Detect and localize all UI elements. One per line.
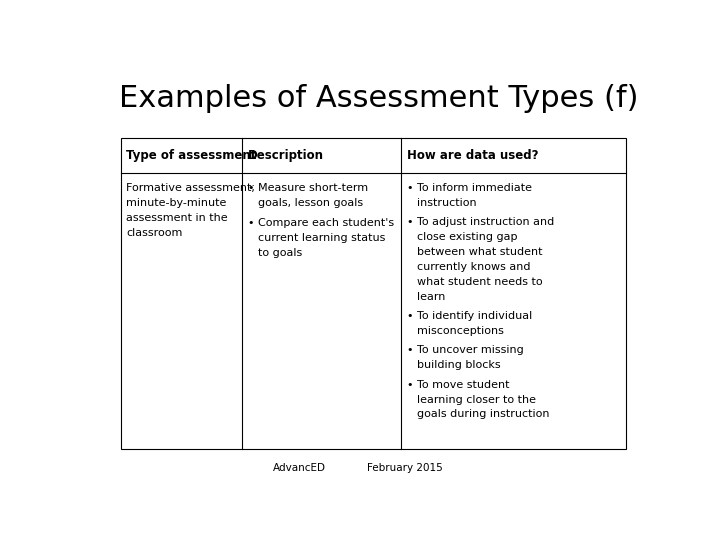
Text: building blocks: building blocks bbox=[417, 360, 500, 370]
Bar bbox=[121, 138, 626, 449]
Text: minute-by-minute: minute-by-minute bbox=[126, 198, 227, 208]
Text: •: • bbox=[407, 346, 413, 355]
Text: To adjust instruction and: To adjust instruction and bbox=[417, 218, 554, 227]
Text: •: • bbox=[407, 380, 413, 389]
Text: •: • bbox=[407, 312, 413, 321]
Text: •: • bbox=[407, 183, 413, 193]
Text: •: • bbox=[248, 183, 254, 193]
Text: goals, lesson goals: goals, lesson goals bbox=[258, 198, 363, 208]
Text: assessment in the: assessment in the bbox=[126, 213, 228, 223]
Text: misconceptions: misconceptions bbox=[417, 326, 503, 336]
Text: To inform immediate: To inform immediate bbox=[417, 183, 531, 193]
Text: •: • bbox=[407, 218, 413, 227]
Text: Type of assessment: Type of assessment bbox=[126, 148, 256, 162]
Text: Formative assessment;: Formative assessment; bbox=[126, 183, 256, 193]
Text: Compare each student's: Compare each student's bbox=[258, 218, 394, 228]
Text: AdvancED: AdvancED bbox=[273, 463, 325, 473]
Text: learn: learn bbox=[417, 292, 445, 302]
Text: to goals: to goals bbox=[258, 248, 302, 258]
Text: current learning status: current learning status bbox=[258, 233, 385, 243]
Text: classroom: classroom bbox=[126, 228, 183, 238]
Text: Measure short-term: Measure short-term bbox=[258, 183, 368, 193]
Text: To move student: To move student bbox=[417, 380, 509, 389]
Text: Description: Description bbox=[248, 148, 323, 162]
Text: •: • bbox=[248, 218, 254, 228]
Text: what student needs to: what student needs to bbox=[417, 277, 542, 287]
Text: February 2015: February 2015 bbox=[367, 463, 443, 473]
Text: To identify individual: To identify individual bbox=[417, 312, 532, 321]
Text: learning closer to the: learning closer to the bbox=[417, 395, 536, 404]
Text: instruction: instruction bbox=[417, 198, 476, 208]
Text: To uncover missing: To uncover missing bbox=[417, 346, 523, 355]
Text: How are data used?: How are data used? bbox=[407, 148, 538, 162]
Text: Examples of Assessment Types (f): Examples of Assessment Types (f) bbox=[119, 84, 639, 112]
Text: between what student: between what student bbox=[417, 247, 542, 258]
Text: close existing gap: close existing gap bbox=[417, 232, 517, 242]
Text: currently knows and: currently knows and bbox=[417, 262, 530, 272]
Text: goals during instruction: goals during instruction bbox=[417, 409, 549, 420]
